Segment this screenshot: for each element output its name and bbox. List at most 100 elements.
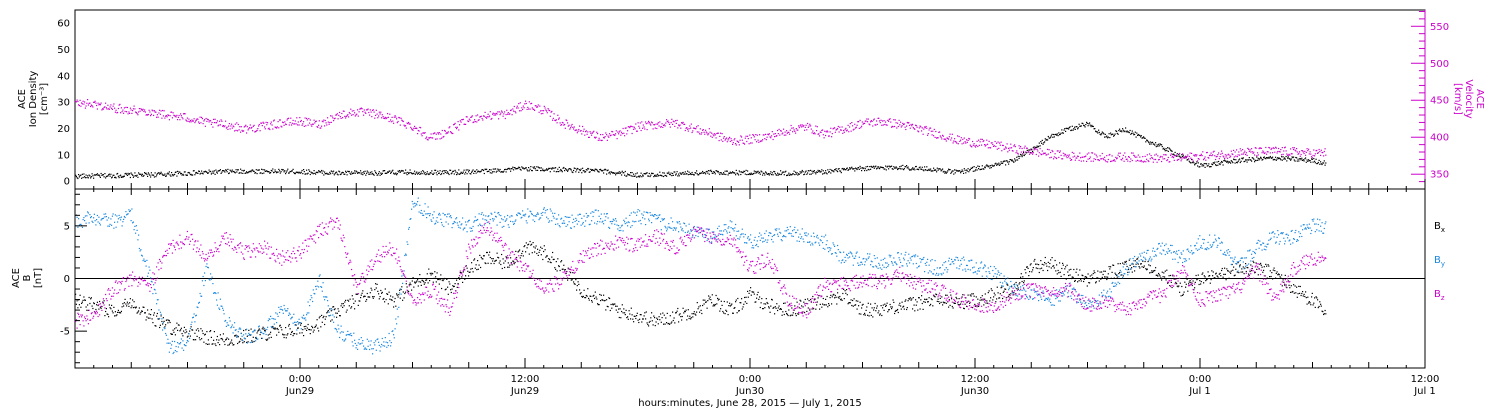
data-point <box>1259 158 1261 160</box>
data-point <box>85 174 87 176</box>
data-point <box>451 288 453 290</box>
data-point <box>369 296 371 298</box>
data-point <box>1027 151 1029 153</box>
data-point <box>341 303 343 305</box>
data-point <box>177 116 179 118</box>
data-point <box>118 177 120 179</box>
data-point <box>613 172 615 174</box>
top-data-points <box>75 99 1327 180</box>
data-point <box>223 170 225 172</box>
data-point <box>1226 161 1228 163</box>
data-point <box>436 174 438 176</box>
data-point <box>315 324 317 326</box>
data-point <box>903 169 905 171</box>
data-point <box>774 172 776 175</box>
data-point <box>529 108 531 110</box>
data-point <box>202 332 204 335</box>
data-point <box>832 170 834 172</box>
data-point <box>653 176 655 178</box>
data-point <box>1182 294 1184 296</box>
data-point <box>957 170 959 172</box>
data-point <box>110 173 112 175</box>
data-point <box>101 109 103 111</box>
data-point <box>146 114 148 116</box>
data-point <box>127 172 129 174</box>
data-point <box>799 299 801 301</box>
data-point <box>1140 263 1142 265</box>
data-point <box>585 171 587 173</box>
data-point <box>504 260 506 262</box>
data-point <box>114 176 116 178</box>
data-point <box>1140 159 1142 162</box>
data-point <box>370 173 372 175</box>
data-point <box>381 291 383 293</box>
data-point <box>265 121 267 123</box>
data-point <box>405 283 407 285</box>
data-point <box>359 108 361 110</box>
data-point <box>515 168 517 170</box>
data-point <box>921 168 923 170</box>
data-point <box>801 124 803 126</box>
data-point <box>953 173 955 175</box>
data-point <box>480 266 482 269</box>
data-point <box>973 166 975 168</box>
data-point <box>333 120 335 122</box>
data-point <box>1242 157 1244 159</box>
data-point <box>369 292 371 294</box>
data-point <box>491 117 493 120</box>
data-point <box>783 302 785 304</box>
data-point <box>129 176 131 179</box>
data-point <box>897 308 899 311</box>
data-point <box>475 115 477 117</box>
data-point <box>501 111 503 113</box>
data-point <box>1078 280 1080 282</box>
data-point <box>203 341 205 343</box>
data-point <box>388 170 390 172</box>
data-point <box>312 331 314 333</box>
data-point <box>996 163 998 165</box>
data-point <box>1062 158 1064 160</box>
data-point <box>416 280 418 282</box>
data-point <box>1275 156 1277 158</box>
data-point <box>87 177 89 179</box>
data-point <box>930 298 932 300</box>
data-point <box>351 171 353 173</box>
data-point <box>735 144 737 146</box>
data-point <box>199 116 201 118</box>
data-point <box>711 170 713 173</box>
data-point <box>180 172 182 175</box>
data-point <box>279 119 281 121</box>
data-point <box>970 167 972 169</box>
data-point <box>1139 134 1141 137</box>
data-point <box>505 171 507 173</box>
data-point <box>844 169 846 171</box>
data-point <box>1145 268 1147 270</box>
data-point <box>738 141 740 143</box>
data-point <box>1036 148 1038 151</box>
data-point <box>560 261 562 263</box>
data-point <box>1110 160 1112 163</box>
data-point <box>374 170 376 172</box>
data-point <box>417 129 419 132</box>
data-point <box>414 281 416 283</box>
data-point <box>485 262 487 265</box>
data-point <box>955 296 957 298</box>
data-point <box>555 119 557 121</box>
data-point <box>116 112 118 114</box>
data-point <box>699 128 701 130</box>
data-point <box>181 174 183 176</box>
data-point <box>447 171 449 173</box>
data-point <box>625 309 627 311</box>
data-point <box>662 312 664 314</box>
data-point <box>789 129 791 131</box>
data-point <box>971 167 973 169</box>
data-point <box>1151 270 1153 272</box>
data-point <box>1210 279 1212 281</box>
data-point <box>246 341 248 343</box>
data-point <box>379 296 381 298</box>
data-point <box>1256 268 1258 270</box>
data-point <box>1040 141 1042 143</box>
data-point <box>324 119 326 122</box>
data-point <box>389 170 391 172</box>
data-point <box>340 173 342 175</box>
